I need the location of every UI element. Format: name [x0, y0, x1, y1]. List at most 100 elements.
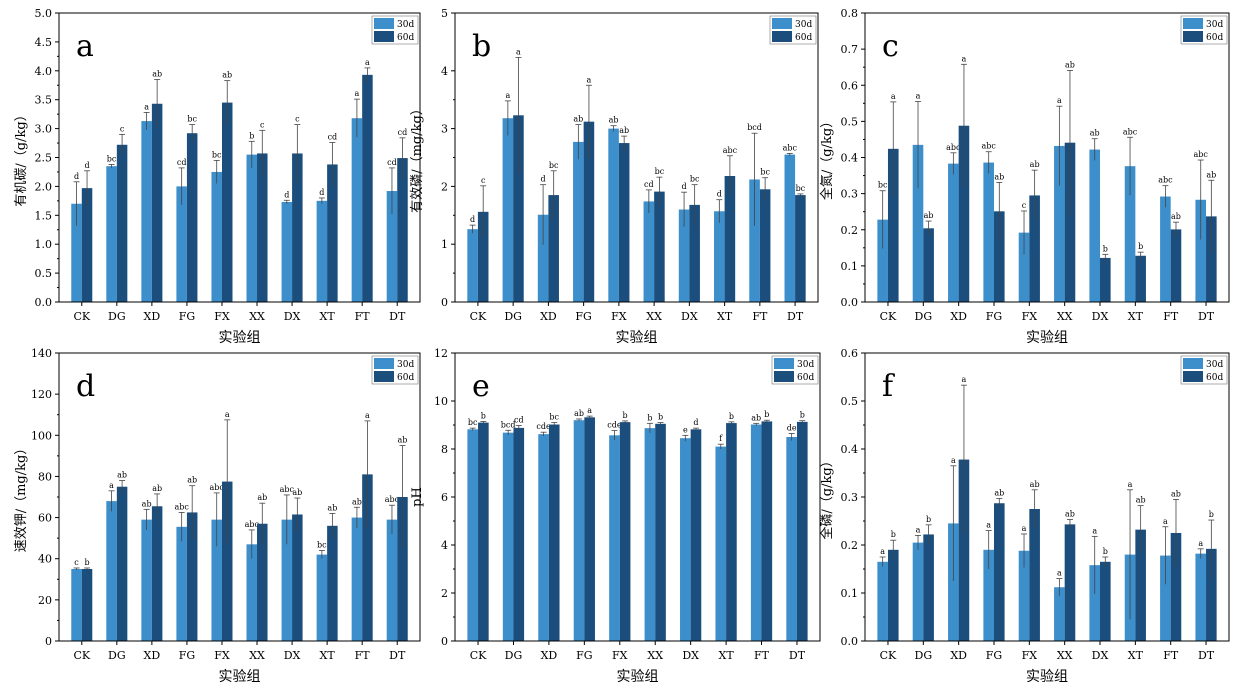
significance-label: ab — [327, 503, 337, 512]
significance-label: ab — [1090, 129, 1100, 138]
significance-label: a — [1057, 569, 1062, 578]
bar — [1135, 255, 1146, 302]
significance-label: ab — [187, 476, 197, 485]
significance-label: ab — [1206, 170, 1216, 179]
x-tick-label: XD — [144, 310, 161, 323]
x-tick-label: DX — [681, 310, 698, 323]
significance-label: de — [787, 423, 797, 432]
bar — [362, 474, 373, 641]
y-tick-label: 0.8 — [841, 7, 859, 20]
bar — [502, 118, 514, 302]
bar — [887, 549, 899, 641]
significance-label: ab — [1065, 60, 1075, 69]
x-tick-label: CK — [470, 649, 487, 662]
y-tick-label: 0.0 — [841, 296, 859, 309]
legend-label: 30d — [1206, 360, 1223, 370]
bar — [1029, 195, 1040, 302]
significance-label: a — [1128, 480, 1133, 489]
significance-label: ab — [1065, 510, 1075, 519]
x-axis-title: 实验组 — [1026, 330, 1068, 346]
panel-letter: c — [882, 29, 899, 64]
x-tick-label: DG — [504, 310, 522, 323]
significance-label: c — [481, 176, 486, 185]
bar — [257, 523, 268, 641]
significance-label: bc — [212, 150, 222, 159]
x-tick-label: DG — [505, 649, 523, 662]
bar — [478, 422, 489, 641]
significance-label: cd — [177, 158, 187, 167]
y-tick-label: 0 — [45, 635, 52, 648]
y-tick-label: 100 — [31, 429, 52, 442]
bar — [81, 188, 93, 302]
bar — [362, 74, 373, 302]
bar — [877, 561, 888, 641]
x-tick-label: DT — [787, 310, 804, 323]
bar — [386, 191, 398, 302]
significance-label: d — [470, 215, 475, 224]
significance-label: c — [260, 120, 265, 129]
x-tick-label: DG — [915, 649, 933, 662]
y-tick-label: 20 — [38, 594, 52, 607]
significance-label: ab — [398, 436, 408, 445]
legend-swatch — [774, 371, 794, 382]
significance-label: abc — [982, 142, 997, 151]
bar — [221, 481, 233, 641]
significance-label: ab — [352, 497, 362, 506]
significance-label: d — [319, 188, 324, 197]
legend-label: 60d — [1206, 33, 1223, 43]
x-tick-label: XD — [950, 649, 967, 662]
bar — [877, 219, 888, 302]
bar — [1064, 142, 1076, 302]
significance-label: bcd — [501, 420, 516, 429]
x-tick-label: FT — [752, 310, 768, 323]
y-axis-title: 有机碳/（g/kg） — [14, 108, 29, 206]
bar — [351, 517, 363, 641]
y-tick-label: 4.5 — [35, 36, 53, 49]
bar — [71, 203, 82, 302]
legend-swatch — [772, 31, 792, 42]
bar — [106, 501, 117, 641]
y-tick-label: 0.0 — [841, 635, 859, 648]
bar — [643, 201, 655, 302]
significance-label: ab — [609, 116, 619, 125]
y-tick-label: 120 — [31, 388, 52, 401]
bar — [548, 424, 560, 641]
significance-label: bc — [468, 418, 478, 427]
bar — [513, 427, 525, 641]
y-tick-label: 0.6 — [841, 79, 859, 92]
significance-label: a — [916, 525, 921, 534]
bar — [796, 421, 808, 641]
significance-label: a — [109, 481, 114, 490]
x-tick-label: FX — [1022, 310, 1038, 323]
y-axis-title: 全磷/（g/kg） — [819, 454, 835, 539]
bar — [654, 191, 665, 302]
x-tick-label: DT — [1198, 310, 1215, 323]
bar — [655, 423, 666, 641]
significance-label: b — [481, 411, 486, 420]
significance-label: d — [693, 418, 698, 427]
legend-label: 30d — [397, 20, 414, 30]
significance-label: bc — [655, 167, 665, 176]
bar — [1206, 216, 1217, 302]
significance-label: bc — [549, 413, 559, 422]
bar — [176, 526, 187, 641]
y-axis-title: 有效磷/（mg/kg） — [410, 102, 425, 213]
bar — [281, 519, 293, 641]
significance-label: ab — [117, 471, 127, 480]
bar — [538, 434, 549, 641]
significance-label: c — [120, 124, 125, 133]
significance-label: abc — [210, 483, 225, 492]
significance-label: bc — [187, 115, 197, 124]
bar — [795, 195, 806, 302]
bar — [983, 162, 994, 302]
bar — [151, 103, 163, 302]
bar — [759, 189, 771, 302]
significance-label: ab — [1171, 489, 1181, 498]
bar — [106, 166, 117, 302]
bar — [678, 209, 690, 302]
significance-label: b — [658, 413, 663, 422]
panel-letter: f — [882, 369, 895, 404]
bar — [151, 506, 163, 641]
